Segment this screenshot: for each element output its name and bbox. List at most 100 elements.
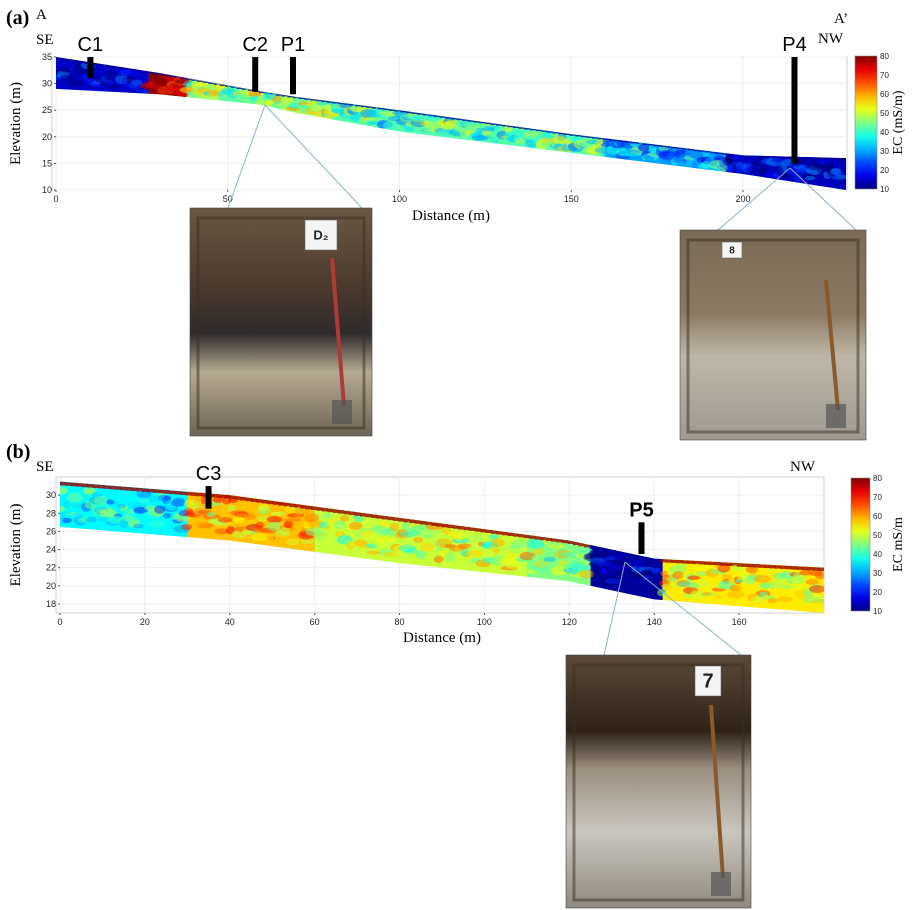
ec-texture	[793, 174, 803, 183]
colorbar	[854, 55, 878, 190]
ec-texture	[270, 504, 289, 513]
ec-surface-layer	[755, 155, 762, 158]
callout-line	[603, 561, 626, 656]
ec-surface-layer	[120, 486, 127, 491]
ec-texture	[108, 84, 120, 89]
ec-surface-layer	[546, 131, 554, 133]
panel-label: (a)	[6, 7, 29, 29]
ec-surface-layer	[78, 60, 85, 64]
ec-texture	[59, 74, 78, 80]
ec-surface-layer	[101, 64, 108, 67]
ec-texture	[701, 591, 712, 596]
y-tick-label: 22	[46, 563, 56, 573]
ec-surface-layer	[338, 102, 345, 105]
ec-surface-layer	[710, 151, 717, 154]
ec-surface-layer	[744, 155, 751, 158]
direction-start-dir: SE	[36, 459, 54, 475]
marker-bar	[791, 57, 798, 164]
ec-surface-layer	[491, 530, 498, 534]
ec-texture	[840, 167, 846, 173]
ec-surface-layer	[56, 57, 63, 60]
ec-surface-layer	[276, 94, 283, 96]
ec-texture	[283, 520, 293, 529]
ec-surface-layer	[180, 491, 187, 495]
ec-surface-layer	[190, 492, 198, 496]
ec-texture	[227, 498, 238, 504]
y-tick-label: 20	[42, 132, 52, 142]
ec-surface-layer	[772, 156, 779, 159]
ec-surface-layer	[469, 527, 476, 531]
ec-texture	[767, 598, 778, 604]
ec-surface-layer	[447, 524, 454, 529]
callout-line	[717, 167, 791, 231]
colorbar-tick-label: 50	[880, 109, 889, 118]
ec-surface-layer	[387, 516, 394, 521]
ec-texture	[805, 176, 816, 181]
ec-texture	[663, 583, 672, 591]
ec-surface-layer	[321, 100, 328, 102]
ec-surface-layer	[272, 501, 279, 505]
ec-surface-layer	[569, 134, 576, 136]
ec-texture	[66, 492, 84, 503]
ec-surface-layer	[338, 509, 345, 514]
ec-surface-layer	[414, 520, 421, 524]
ec-surface-layer	[163, 490, 170, 494]
marker-label: C3	[196, 463, 222, 485]
ec-texture	[533, 548, 545, 556]
ec-surface-layer	[65, 482, 72, 486]
ec-texture	[409, 526, 423, 536]
ec-texture	[60, 506, 66, 512]
marker-bar	[638, 522, 645, 555]
ec-surface-layer	[169, 490, 176, 495]
ec-texture	[527, 539, 544, 549]
ec-surface-layer	[473, 120, 480, 123]
ec-texture	[227, 505, 237, 512]
ec-texture	[701, 160, 712, 169]
pit-sign-label: D₂	[313, 227, 328, 242]
ec-texture	[366, 550, 382, 555]
ec-surface-layer	[609, 139, 616, 141]
ec-texture	[125, 516, 141, 523]
ec-surface-layer	[326, 101, 334, 103]
x-tick-label: 40	[225, 617, 235, 627]
ec-texture	[106, 499, 115, 505]
ec-surface-layer	[796, 566, 803, 570]
ec-texture	[415, 550, 427, 559]
colorbar-tick-label: 10	[873, 607, 882, 616]
ec-texture	[378, 521, 389, 527]
colorbar-tick-label: 60	[880, 90, 889, 99]
ec-texture	[808, 585, 824, 594]
ec-surface-layer	[129, 68, 136, 71]
soil-pit-photo: 7	[565, 561, 752, 909]
ec-surface-layer	[699, 150, 706, 152]
ec-texture	[468, 534, 486, 542]
ec-texture	[435, 131, 449, 137]
ec-texture	[217, 517, 233, 523]
ec-surface-layer	[676, 147, 683, 150]
ec-surface-layer	[778, 156, 785, 159]
ec-texture	[467, 549, 485, 556]
ec-surface-layer	[785, 565, 792, 570]
ec-surface-layer	[552, 131, 559, 134]
ec-texture	[149, 519, 165, 528]
ec-texture	[116, 503, 126, 509]
ec-surface-layer	[180, 77, 187, 79]
marker-bar	[252, 57, 259, 92]
ec-surface-layer	[840, 158, 846, 161]
ec-texture	[243, 513, 256, 520]
ec-surface-layer	[208, 82, 215, 84]
ec-texture	[505, 563, 522, 569]
ec-surface-layer	[535, 129, 542, 132]
ec-surface-layer	[540, 536, 547, 541]
ec-texture	[93, 495, 109, 506]
ec-surface-layer	[311, 506, 318, 510]
ec-surface-layer	[818, 567, 824, 572]
pit-wall	[572, 663, 745, 902]
ec-surface-layer	[761, 155, 768, 158]
ec-surface-layer	[67, 59, 74, 62]
ec-surface-layer	[305, 505, 312, 510]
ec-surface-layer	[758, 564, 765, 568]
y-tick-label: 25	[42, 105, 52, 115]
y-tick-label: 30	[42, 79, 52, 89]
ec-surface-layer	[84, 61, 91, 65]
